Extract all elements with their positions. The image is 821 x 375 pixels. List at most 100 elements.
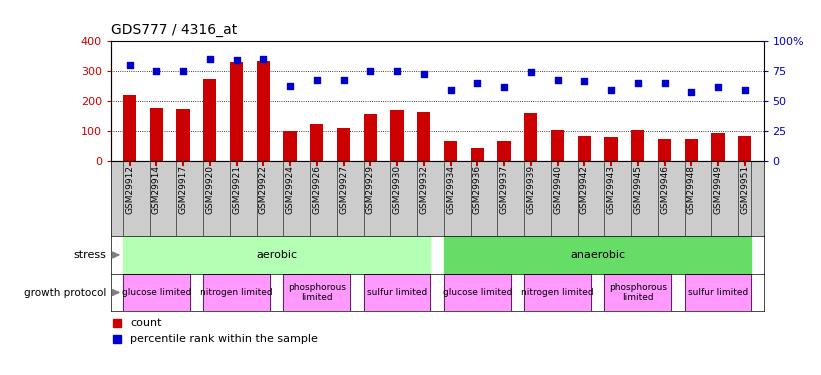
Text: GSM29936: GSM29936 [473,165,482,214]
Bar [631,130,644,161]
Bar [390,110,404,161]
Text: GSM29940: GSM29940 [553,165,562,214]
Text: phosphorous
limited: phosphorous limited [288,283,346,302]
Point [551,76,564,82]
Bar [123,274,190,311]
Point [230,57,243,63]
Point [417,70,430,76]
Text: growth protocol: growth protocol [25,288,107,297]
Point [498,84,511,90]
Bar [337,128,351,161]
Text: sulfur limited: sulfur limited [367,288,427,297]
Bar [498,141,511,161]
Point [310,76,323,82]
Text: GSM29912: GSM29912 [125,165,134,214]
Text: GSM29951: GSM29951 [741,165,750,214]
Point [470,80,484,86]
Text: GSM29924: GSM29924 [286,165,295,214]
Bar [604,137,617,161]
Bar [711,133,725,161]
Point [712,84,725,90]
Bar [283,274,351,311]
Text: GSM29945: GSM29945 [633,165,642,214]
Point [685,88,698,94]
Bar [230,62,243,161]
Text: GSM29929: GSM29929 [366,165,375,214]
Text: GSM29927: GSM29927 [339,165,348,214]
Point [391,68,404,74]
Text: GSM29946: GSM29946 [660,165,669,214]
Text: nitrogen limited: nitrogen limited [200,288,273,297]
Text: phosphorous
limited: phosphorous limited [609,283,667,302]
Bar [470,148,484,161]
Text: GSM29914: GSM29914 [152,165,161,214]
Text: anaerobic: anaerobic [570,250,626,260]
Text: GSM29932: GSM29932 [420,165,429,214]
Bar [364,114,377,161]
Text: sulfur limited: sulfur limited [688,288,748,297]
Text: aerobic: aerobic [256,250,297,260]
Point [204,56,217,62]
Text: nitrogen limited: nitrogen limited [521,288,594,297]
Point [149,68,163,74]
Bar [685,274,751,311]
Bar [738,136,751,161]
Bar [578,136,591,161]
Text: GSM29943: GSM29943 [607,165,616,214]
Text: GSM29920: GSM29920 [205,165,214,214]
Bar [257,61,270,161]
Point [337,76,350,82]
Bar [417,112,430,161]
Text: percentile rank within the sample: percentile rank within the sample [131,334,319,344]
Point [177,68,190,74]
Bar [364,274,430,311]
Bar [123,274,190,311]
Bar [203,79,217,161]
Text: stress: stress [74,250,107,260]
Bar [283,131,296,161]
Text: GSM29922: GSM29922 [259,165,268,214]
Bar [444,274,511,311]
Bar [444,141,457,161]
Text: glucose limited: glucose limited [443,288,512,297]
Point [364,68,377,74]
Text: GSM29942: GSM29942 [580,165,589,214]
Point [578,78,591,84]
Bar [685,139,698,161]
Point [631,80,644,86]
Bar [123,94,136,161]
Text: glucose limited: glucose limited [122,288,191,297]
Point [444,87,457,93]
Text: GSM29917: GSM29917 [178,165,187,214]
Bar [524,274,591,311]
Bar [444,236,751,274]
Bar [283,274,351,311]
Point [257,56,270,62]
Text: GSM29949: GSM29949 [713,165,722,214]
Point [525,69,538,75]
Text: GSM29921: GSM29921 [232,165,241,214]
Bar [177,109,190,161]
Point [738,87,751,93]
Bar [444,274,511,311]
Bar [604,274,672,311]
Point [658,80,671,86]
Text: GSM29926: GSM29926 [312,165,321,214]
Bar [310,124,323,161]
Point [604,87,617,93]
Bar [658,139,672,161]
Bar [551,130,564,161]
Point [283,82,296,88]
Point [123,62,136,68]
Bar [203,274,270,311]
Bar [149,108,163,161]
Bar [524,112,538,161]
Bar [203,274,270,311]
Bar [604,274,672,311]
Text: GSM29939: GSM29939 [526,165,535,214]
Bar [524,274,591,311]
Text: count: count [131,318,162,327]
Bar [364,274,430,311]
Text: GSM29937: GSM29937 [499,165,508,214]
Bar [685,274,751,311]
